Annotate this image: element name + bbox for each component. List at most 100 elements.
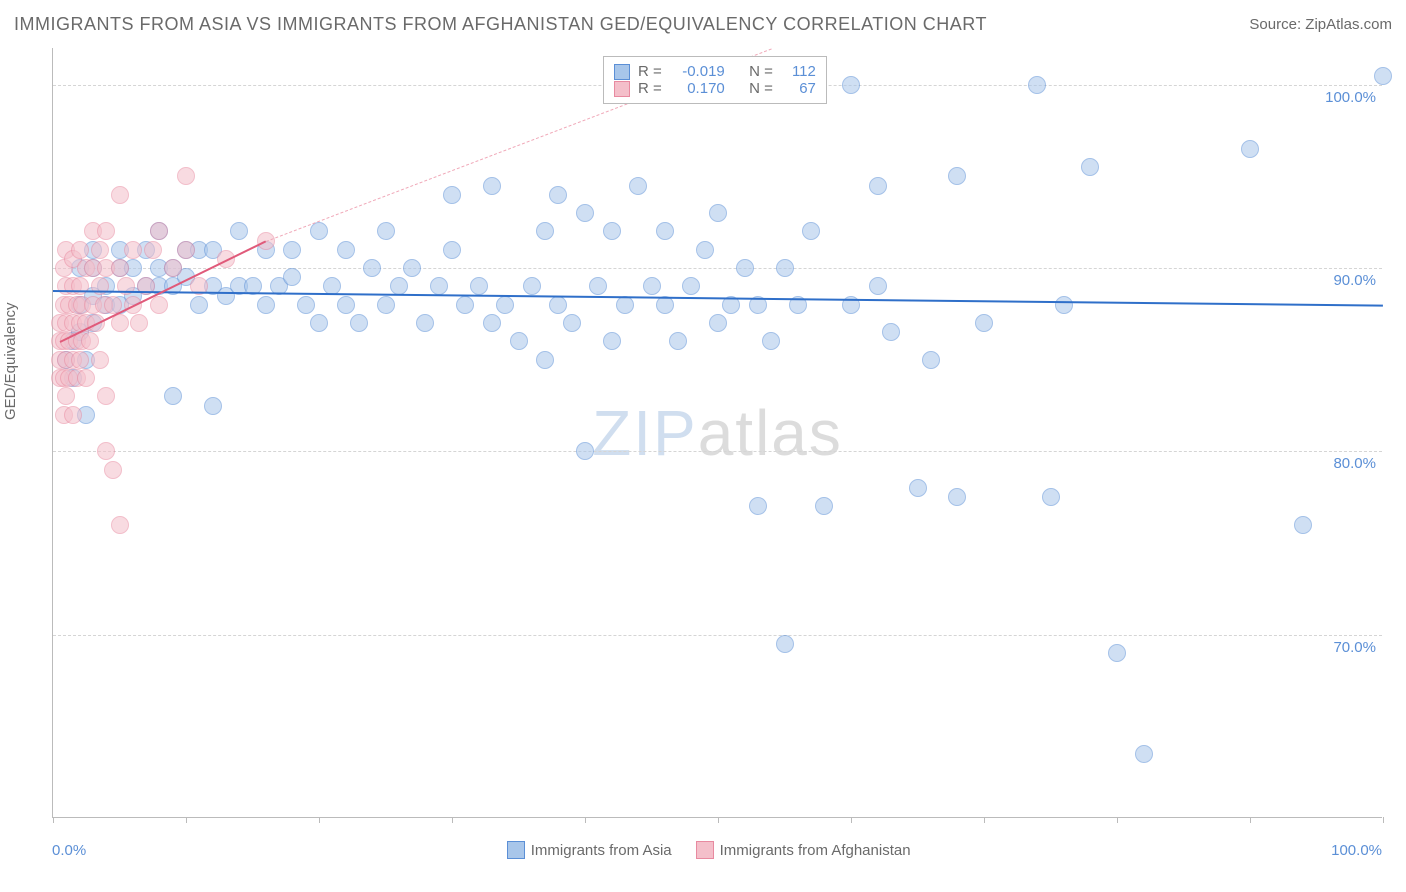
y-tick-label: 80.0%	[1333, 455, 1376, 472]
x-tick	[1117, 817, 1118, 823]
data-point-afghanistan	[77, 369, 95, 387]
data-point-asia	[257, 296, 275, 314]
y-tick-label: 100.0%	[1325, 89, 1376, 106]
data-point-asia	[337, 296, 355, 314]
data-point-asia	[536, 351, 554, 369]
data-point-asia	[430, 277, 448, 295]
data-point-asia	[350, 314, 368, 332]
stats-row: R = -0.019 N = 112	[614, 63, 816, 80]
data-point-asia	[297, 296, 315, 314]
data-point-asia	[1108, 644, 1126, 662]
gridline	[53, 451, 1382, 452]
data-point-asia	[310, 222, 328, 240]
data-point-asia	[869, 277, 887, 295]
data-point-asia	[576, 442, 594, 460]
data-point-asia	[882, 323, 900, 341]
legend-item: Immigrants from Afghanistan	[696, 841, 911, 859]
stats-n-value: 112	[781, 63, 816, 80]
data-point-afghanistan	[130, 314, 148, 332]
data-point-asia	[948, 167, 966, 185]
data-point-asia	[603, 332, 621, 350]
data-point-asia	[496, 296, 514, 314]
trend-line	[53, 290, 1383, 307]
data-point-asia	[909, 479, 927, 497]
data-point-afghanistan	[164, 259, 182, 277]
gridline	[53, 635, 1382, 636]
data-point-asia	[1042, 488, 1060, 506]
chart-title: IMMIGRANTS FROM ASIA VS IMMIGRANTS FROM …	[14, 14, 987, 35]
source-label: Source:	[1249, 16, 1305, 33]
y-axis-label: GED/Equivalency	[2, 302, 19, 420]
data-point-asia	[310, 314, 328, 332]
x-tick	[718, 817, 719, 823]
stats-swatch	[614, 64, 630, 80]
data-point-afghanistan	[144, 241, 162, 259]
data-point-afghanistan	[97, 442, 115, 460]
data-point-afghanistan	[71, 277, 89, 295]
data-point-asia	[576, 204, 594, 222]
data-point-asia	[377, 296, 395, 314]
data-point-asia	[1135, 745, 1153, 763]
scatter-plot-area: ZIPatlas 70.0%80.0%90.0%100.0%R = -0.019…	[52, 48, 1382, 818]
data-point-asia	[1081, 158, 1099, 176]
stats-r-value: -0.019	[670, 63, 725, 80]
stats-n-value: 67	[781, 80, 816, 97]
data-point-afghanistan	[91, 241, 109, 259]
data-point-afghanistan	[91, 277, 109, 295]
data-point-afghanistan	[71, 241, 89, 259]
data-point-afghanistan	[150, 222, 168, 240]
data-point-afghanistan	[97, 222, 115, 240]
data-point-afghanistan	[124, 241, 142, 259]
data-point-asia	[815, 497, 833, 515]
data-point-asia	[523, 277, 541, 295]
legend-swatch	[507, 841, 525, 859]
legend-label: Immigrants from Afghanistan	[720, 842, 911, 859]
data-point-asia	[1374, 67, 1392, 85]
stats-swatch	[614, 81, 630, 97]
data-point-asia	[709, 204, 727, 222]
stats-n-label: N =	[749, 63, 773, 80]
watermark-zip: ZIP	[592, 397, 698, 469]
data-point-asia	[1241, 140, 1259, 158]
data-point-asia	[549, 296, 567, 314]
data-point-afghanistan	[104, 461, 122, 479]
data-point-asia	[869, 177, 887, 195]
x-tick	[319, 817, 320, 823]
data-point-afghanistan	[57, 387, 75, 405]
data-point-asia	[975, 314, 993, 332]
data-point-asia	[776, 259, 794, 277]
data-point-asia	[230, 222, 248, 240]
watermark: ZIPatlas	[592, 396, 843, 470]
stats-row: R = 0.170 N = 67	[614, 80, 816, 97]
legend-bottom: Immigrants from Asia Immigrants from Afgh…	[507, 841, 911, 859]
data-point-asia	[190, 296, 208, 314]
data-point-asia	[443, 186, 461, 204]
data-point-asia	[483, 314, 501, 332]
data-point-afghanistan	[91, 351, 109, 369]
data-point-asia	[377, 222, 395, 240]
legend-swatch	[696, 841, 714, 859]
data-point-asia	[283, 268, 301, 286]
stats-box: R = -0.019 N = 112R = 0.170 N = 67	[603, 56, 827, 104]
x-tick	[186, 817, 187, 823]
data-point-asia	[416, 314, 434, 332]
x-axis-min-label: 0.0%	[52, 842, 86, 859]
data-point-asia	[589, 277, 607, 295]
stats-r-value: 0.170	[670, 80, 725, 97]
data-point-afghanistan	[177, 167, 195, 185]
y-tick-label: 90.0%	[1333, 272, 1376, 289]
data-point-asia	[749, 497, 767, 515]
legend-label: Immigrants from Asia	[531, 842, 672, 859]
x-tick	[984, 817, 985, 823]
source-value: ZipAtlas.com	[1305, 16, 1392, 33]
data-point-asia	[629, 177, 647, 195]
x-tick	[452, 817, 453, 823]
data-point-afghanistan	[71, 351, 89, 369]
data-point-asia	[696, 241, 714, 259]
x-tick	[851, 817, 852, 823]
x-tick	[1250, 817, 1251, 823]
data-point-asia	[948, 488, 966, 506]
x-tick	[1383, 817, 1384, 823]
data-point-asia	[283, 241, 301, 259]
data-point-asia	[363, 259, 381, 277]
